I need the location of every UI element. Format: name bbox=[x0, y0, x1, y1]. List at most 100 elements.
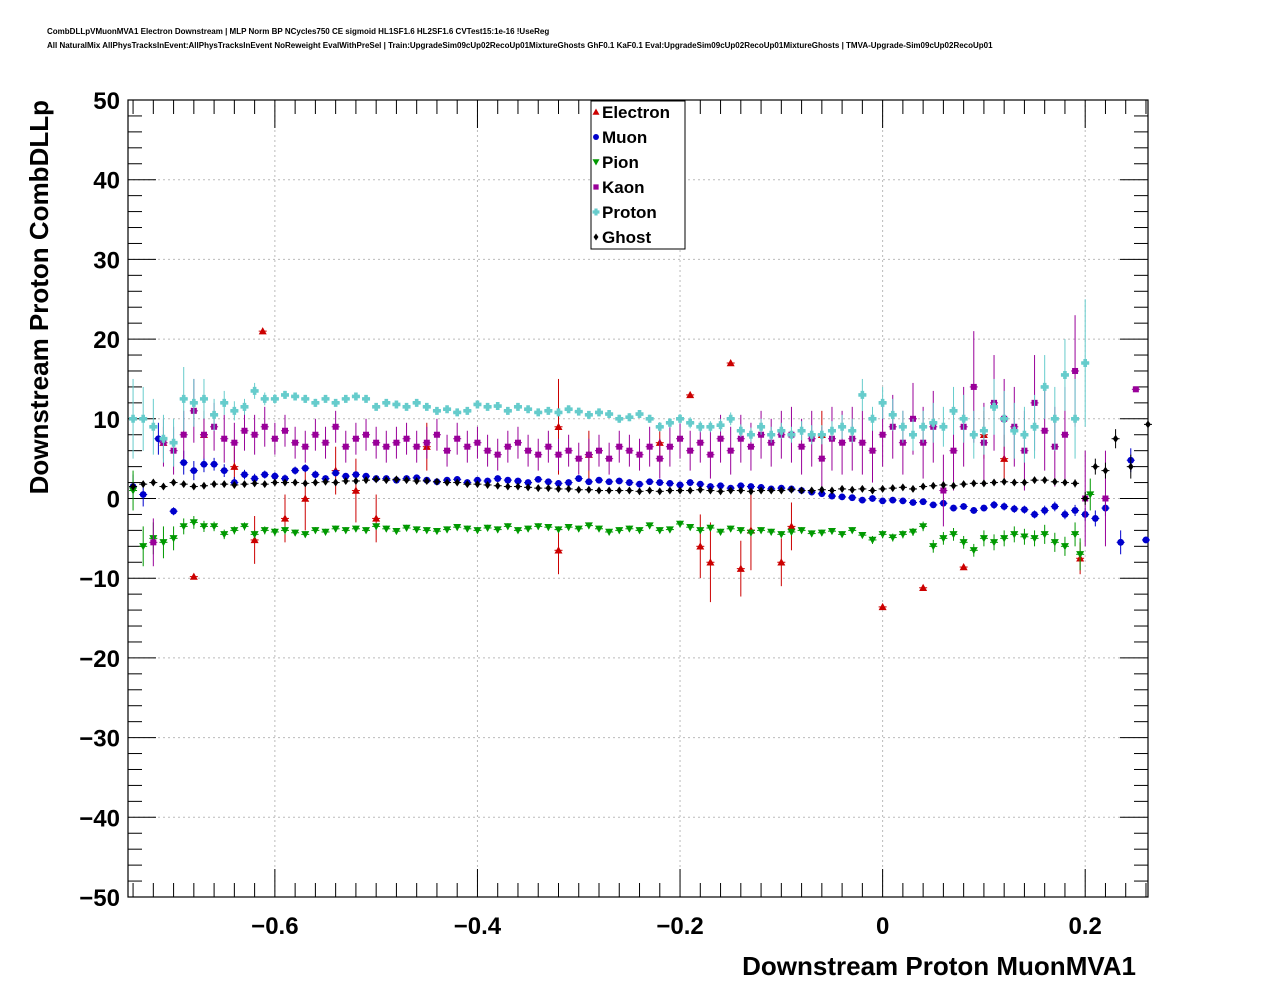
marker bbox=[817, 430, 826, 439]
data-point bbox=[949, 527, 958, 541]
marker bbox=[524, 405, 533, 414]
marker bbox=[757, 527, 766, 535]
marker bbox=[696, 542, 705, 550]
data-point bbox=[139, 386, 148, 451]
data-point bbox=[524, 434, 533, 467]
marker bbox=[199, 523, 208, 531]
data-point bbox=[564, 434, 573, 467]
data-point bbox=[959, 503, 968, 510]
marker bbox=[261, 471, 269, 478]
y-tick-label: 10 bbox=[93, 407, 120, 434]
data-point bbox=[422, 426, 431, 459]
marker bbox=[372, 523, 381, 531]
data-point bbox=[129, 482, 138, 491]
marker bbox=[241, 427, 248, 434]
marker bbox=[251, 475, 259, 482]
data-point bbox=[544, 406, 553, 415]
marker bbox=[930, 481, 937, 490]
data-point bbox=[665, 426, 674, 467]
data-point bbox=[716, 418, 725, 432]
marker bbox=[554, 526, 563, 534]
marker bbox=[585, 451, 592, 458]
marker bbox=[139, 414, 148, 423]
marker bbox=[321, 528, 330, 536]
y-tick-label: −40 bbox=[79, 805, 120, 832]
marker bbox=[301, 394, 310, 403]
data-point bbox=[159, 526, 168, 559]
data-point bbox=[645, 522, 654, 530]
data-point bbox=[686, 523, 695, 532]
marker bbox=[513, 402, 522, 411]
marker bbox=[595, 476, 603, 484]
data-point bbox=[1076, 538, 1085, 571]
marker bbox=[534, 408, 543, 417]
data-point bbox=[1020, 528, 1029, 545]
marker bbox=[797, 527, 806, 535]
marker bbox=[351, 392, 360, 401]
data-point bbox=[1071, 378, 1080, 459]
data-point bbox=[817, 485, 826, 494]
data-point bbox=[868, 535, 877, 544]
data-point bbox=[189, 482, 198, 491]
marker bbox=[970, 479, 977, 488]
data-point bbox=[189, 516, 198, 529]
data-point bbox=[615, 527, 624, 535]
data-point bbox=[665, 486, 674, 495]
marker bbox=[190, 467, 198, 475]
data-point bbox=[888, 496, 897, 504]
marker bbox=[220, 531, 229, 539]
data-point bbox=[949, 481, 958, 490]
data-point bbox=[848, 485, 857, 494]
marker bbox=[969, 430, 978, 439]
marker bbox=[748, 487, 754, 496]
data-point bbox=[169, 478, 178, 487]
marker bbox=[1041, 427, 1048, 434]
marker bbox=[545, 484, 552, 493]
marker bbox=[554, 422, 563, 430]
marker bbox=[949, 531, 958, 539]
data-point bbox=[301, 430, 310, 463]
data-point bbox=[898, 530, 907, 539]
marker bbox=[940, 487, 947, 494]
marker bbox=[696, 527, 705, 535]
legend-label: Electron bbox=[602, 103, 670, 122]
data-point bbox=[1040, 524, 1049, 544]
marker bbox=[869, 486, 876, 495]
marker bbox=[250, 386, 259, 395]
marker bbox=[473, 400, 482, 409]
marker bbox=[402, 524, 411, 532]
marker bbox=[726, 359, 735, 367]
data-point bbox=[331, 478, 340, 487]
data-point bbox=[898, 410, 907, 443]
data-point bbox=[787, 502, 796, 551]
legend-marker bbox=[592, 108, 600, 115]
data-point bbox=[878, 386, 887, 419]
marker bbox=[433, 431, 440, 438]
marker bbox=[211, 480, 217, 489]
data-point bbox=[939, 531, 948, 545]
data-point bbox=[149, 398, 158, 455]
data-point bbox=[564, 523, 573, 532]
data-point bbox=[260, 526, 269, 535]
legend: Electron Muon Pion Kaon Proton Ghost bbox=[590, 100, 686, 250]
marker bbox=[443, 405, 452, 414]
data-point bbox=[199, 456, 208, 473]
marker bbox=[626, 486, 633, 495]
data-point bbox=[716, 487, 725, 496]
marker bbox=[170, 478, 177, 487]
marker bbox=[596, 486, 602, 495]
data-point bbox=[483, 402, 492, 411]
marker bbox=[595, 525, 604, 533]
data-point bbox=[605, 486, 614, 495]
marker bbox=[778, 486, 785, 495]
data-point bbox=[1040, 505, 1049, 516]
marker bbox=[655, 527, 664, 535]
marker bbox=[169, 438, 178, 447]
marker bbox=[838, 493, 846, 501]
data-point bbox=[463, 406, 472, 415]
data-point bbox=[969, 507, 978, 514]
marker bbox=[130, 482, 136, 491]
marker bbox=[655, 422, 664, 431]
legend-label: Ghost bbox=[602, 228, 651, 247]
legend-label: Proton bbox=[602, 203, 657, 222]
